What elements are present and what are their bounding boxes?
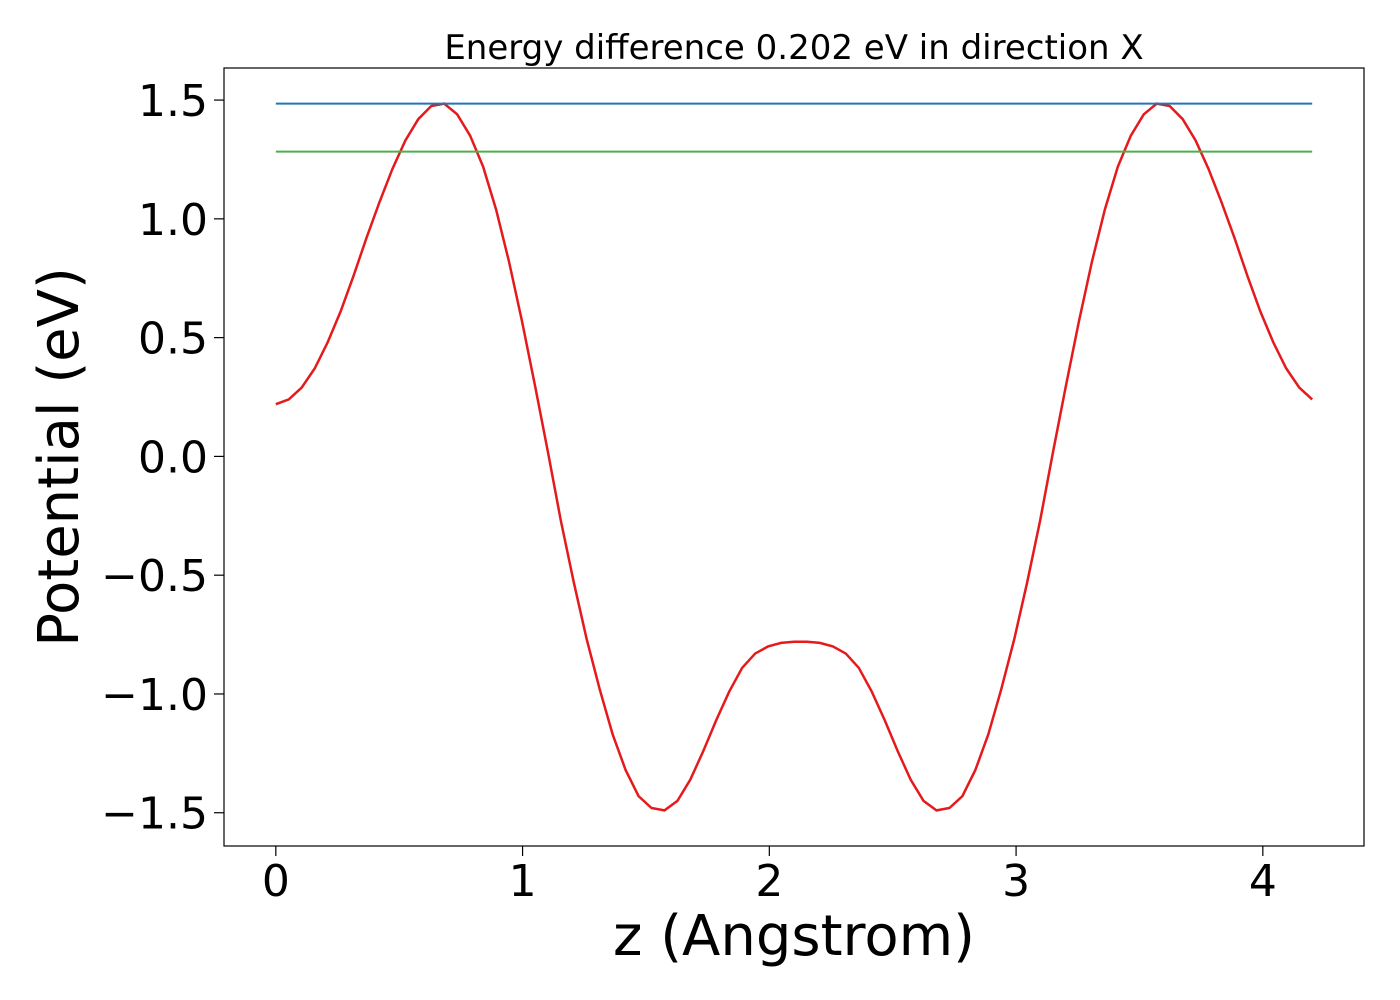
y-axis-label: Potential (eV) xyxy=(27,267,92,647)
x-tick-label: 2 xyxy=(755,856,783,907)
x-tick-label: 3 xyxy=(1002,856,1030,907)
plot-frame xyxy=(223,67,1365,847)
y-tick-label: 0.0 xyxy=(138,432,208,483)
y-tick-label: 0.5 xyxy=(138,314,208,365)
x-tick-label: 1 xyxy=(509,856,537,907)
y-tick-label: −0.5 xyxy=(101,551,208,602)
chart-title: Energy difference 0.202 eV in direction … xyxy=(444,28,1143,68)
x-axis-label: z (Angstrom) xyxy=(613,904,975,969)
x-tick-label: 0 xyxy=(262,856,290,907)
y-tick-label: 1.0 xyxy=(138,195,208,246)
y-tick-label: 1.5 xyxy=(138,76,208,127)
x-tick-label: 4 xyxy=(1249,856,1277,907)
y-tick-label: −1.5 xyxy=(101,789,208,840)
y-tick-label: −1.0 xyxy=(101,670,208,721)
line-series xyxy=(275,102,1314,812)
